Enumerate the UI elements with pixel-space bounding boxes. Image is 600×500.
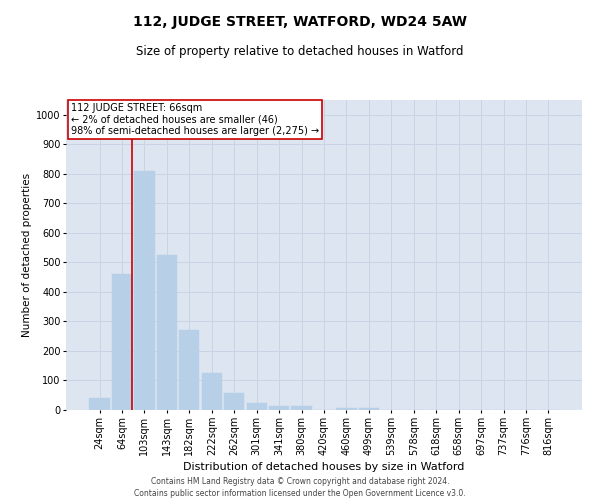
Bar [202,373,222,410]
Text: 112 JUDGE STREET: 66sqm
← 2% of detached houses are smaller (46)
98% of semi-det: 112 JUDGE STREET: 66sqm ← 2% of detached… [71,103,319,136]
Bar [292,406,311,410]
X-axis label: Distribution of detached houses by size in Watford: Distribution of detached houses by size … [184,462,464,472]
Text: Contains HM Land Registry data © Crown copyright and database right 2024.
Contai: Contains HM Land Registry data © Crown c… [134,476,466,498]
Bar [89,398,110,410]
Bar [179,330,199,410]
Bar [247,402,267,410]
Bar [337,408,356,410]
Text: Size of property relative to detached houses in Watford: Size of property relative to detached ho… [136,45,464,58]
Bar [134,171,155,410]
Bar [269,406,289,410]
Text: 112, JUDGE STREET, WATFORD, WD24 5AW: 112, JUDGE STREET, WATFORD, WD24 5AW [133,15,467,29]
Y-axis label: Number of detached properties: Number of detached properties [22,173,32,337]
Bar [224,393,244,410]
Bar [359,408,379,410]
Bar [112,274,132,410]
Bar [157,255,177,410]
